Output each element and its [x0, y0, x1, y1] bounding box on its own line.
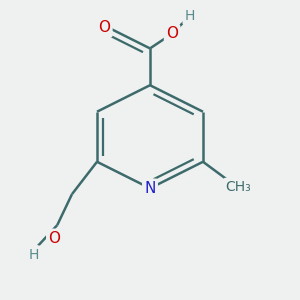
Text: O: O — [166, 26, 178, 41]
Text: O: O — [48, 231, 60, 246]
Text: CH₃: CH₃ — [226, 180, 251, 194]
Text: N: N — [144, 181, 156, 196]
Text: H: H — [28, 248, 39, 262]
Text: O: O — [98, 20, 110, 35]
Text: H: H — [184, 9, 195, 23]
